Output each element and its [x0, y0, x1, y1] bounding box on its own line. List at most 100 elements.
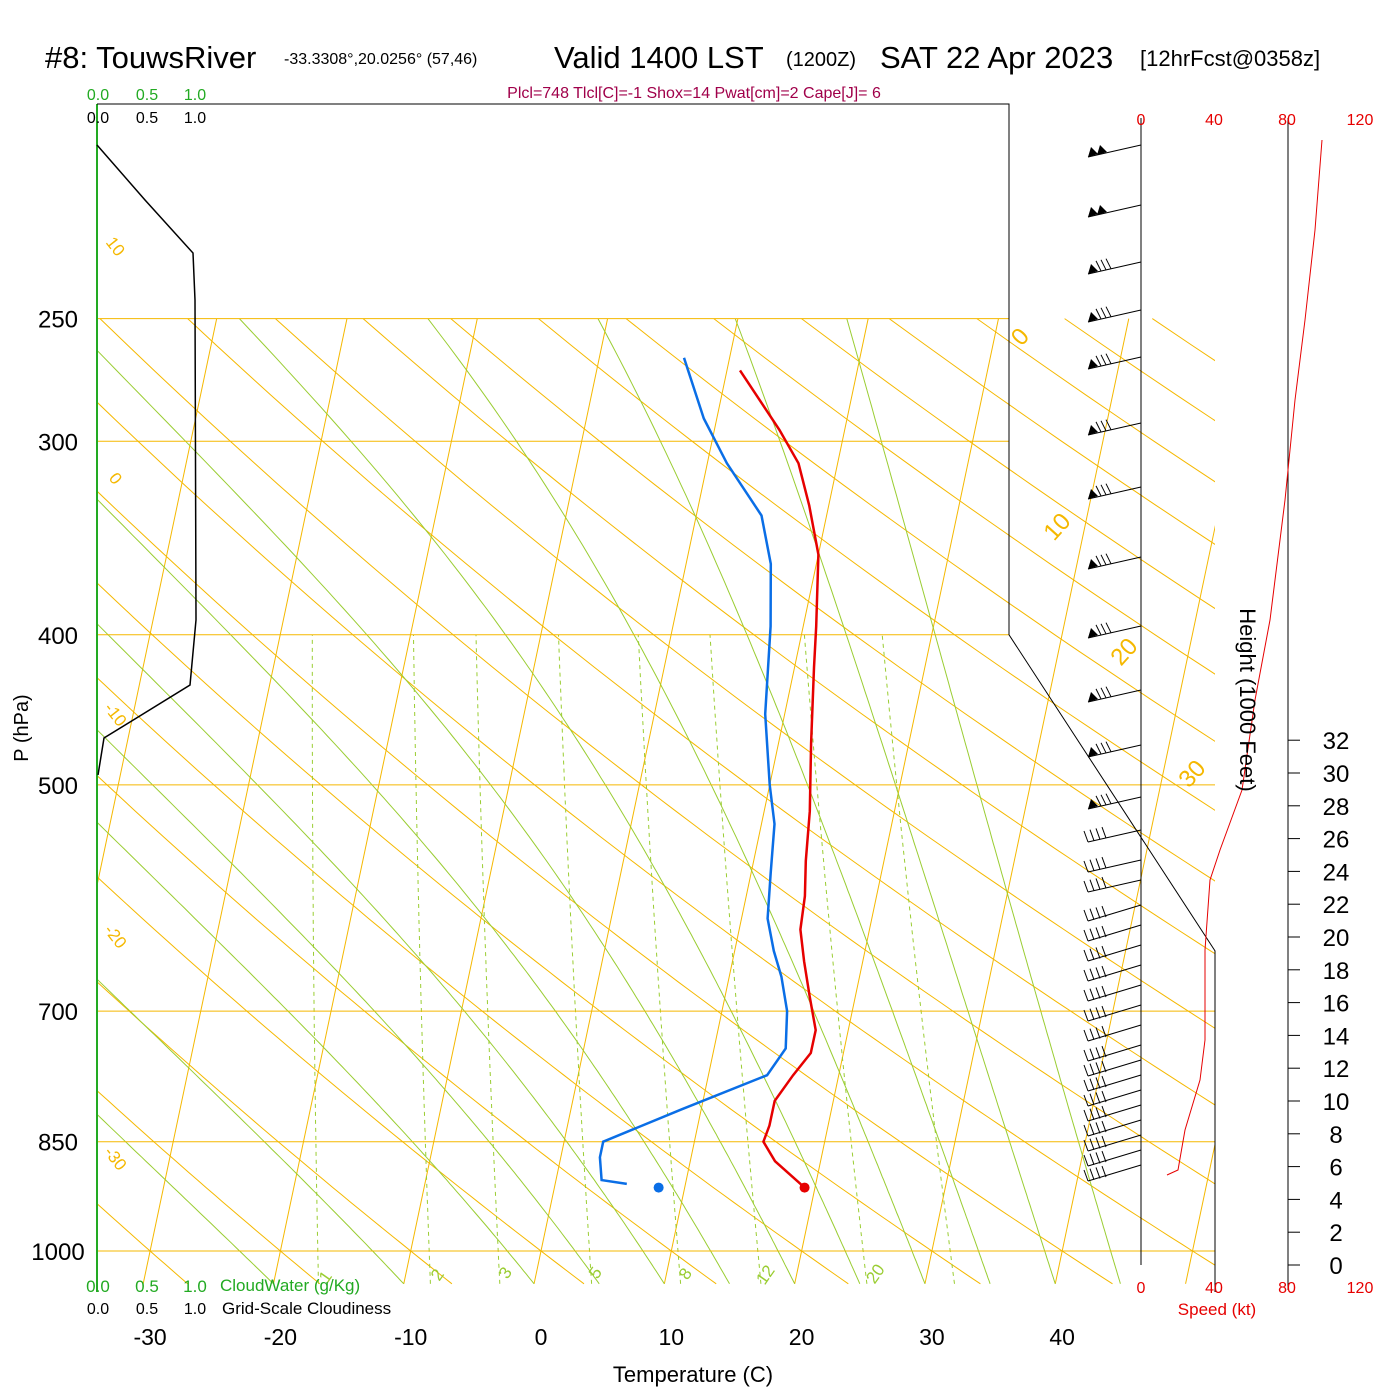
cloudiness-tick-bottom: 1.0: [184, 1301, 206, 1318]
isotherm-label-left: 10: [102, 233, 129, 260]
temp-tick-label: 0: [535, 1324, 548, 1350]
barb-staff: [1087, 1089, 1142, 1107]
barb-feather: [1089, 928, 1095, 940]
moist-adiabat: [97, 1113, 274, 1285]
height-tick-label: 20: [1323, 925, 1350, 952]
dry-adiabat: [97, 1202, 188, 1285]
barb-pennant: [1088, 692, 1098, 702]
barb-staff: [1087, 944, 1142, 962]
barb-feather: [1105, 419, 1112, 430]
barb-feather: [1100, 623, 1107, 635]
dry-adiabat: [97, 401, 1215, 1266]
barb-feather: [1083, 1109, 1089, 1122]
barb-staff: [1087, 556, 1142, 570]
isotherm-label-right: 0: [1006, 323, 1035, 351]
barb-feather: [1105, 258, 1112, 269]
barb-feather: [1100, 794, 1107, 806]
cloudiness-profile: [96, 144, 197, 776]
wind-barb: [1083, 904, 1142, 922]
barb-feather: [1105, 483, 1112, 494]
wind-speed-profile: [1166, 139, 1323, 1176]
barb-staff: [1087, 1164, 1142, 1182]
barb-feather: [1095, 927, 1101, 939]
mixing-ratio-line: [311, 634, 319, 1284]
mixing-ratio-label: 5: [585, 1264, 606, 1283]
isotherm-line: [794, 318, 999, 1284]
temp-tick-label: -10: [394, 1324, 427, 1350]
barb-feather: [1083, 1124, 1089, 1137]
barb-pennant: [1088, 359, 1098, 369]
zulu-time: (1200Z): [786, 49, 856, 71]
barb-feather: [1101, 1025, 1107, 1038]
barb-feather: [1089, 829, 1095, 841]
barb-feather: [1095, 1122, 1101, 1134]
speed-tick-bottom: 0: [1137, 1280, 1146, 1297]
dry-adiabat: [275, 318, 1215, 1029]
barb-staff: [1087, 486, 1142, 500]
barb-feather: [1083, 909, 1089, 922]
pressure-tick-label: 700: [38, 999, 78, 1026]
wind-barb: [1083, 1089, 1142, 1107]
surface-temp-marker: [799, 1182, 810, 1193]
barb-staff: [1087, 1104, 1142, 1122]
wind-barb: [1083, 1119, 1142, 1137]
barb-staff: [1087, 1149, 1142, 1167]
height-tick-label: 14: [1323, 1023, 1350, 1050]
dry-adiabat: [1152, 318, 1215, 362]
y-axis-title: P (hPa): [11, 694, 33, 761]
barb-feather: [1095, 1027, 1101, 1039]
height-tick-label: 30: [1323, 761, 1350, 788]
barb-feather: [1095, 878, 1101, 890]
barb-staff: [1087, 1024, 1142, 1042]
barb-feather: [1095, 624, 1102, 636]
barb-feather: [1083, 929, 1089, 942]
barb-feather: [1089, 908, 1095, 920]
speed-tick-top: 40: [1205, 112, 1223, 129]
speed-tick-top: 80: [1278, 112, 1296, 129]
barb-feather: [1100, 307, 1107, 319]
temp-tick-label: -30: [133, 1324, 166, 1350]
isotherm-line: [1054, 524, 1215, 1284]
wind-barb: [1083, 1059, 1142, 1077]
barb-feather: [1083, 1009, 1089, 1022]
wind-barb: [1087, 741, 1142, 758]
wind-barb: [1083, 826, 1142, 843]
barb-feather: [1089, 1093, 1095, 1105]
thermo-grid: [97, 318, 1215, 1285]
moist-adiabat: [97, 622, 665, 1285]
station-title: #8: TouwsRiver: [45, 40, 256, 75]
mixing-ratio-label: 12: [752, 1262, 778, 1288]
isotherm-line: [403, 318, 609, 1284]
mixing-ratio-line: [637, 634, 682, 1284]
barb-feather: [1083, 969, 1089, 982]
speed-height-panel: 0040408080120120024681012141618202224262…: [1137, 112, 1374, 1297]
barb-feather: [1095, 907, 1101, 919]
dry-adiabat: [625, 318, 1215, 742]
sounding-series: [598, 357, 820, 1193]
barb-feather: [1101, 1090, 1107, 1103]
barb-feather: [1101, 1135, 1107, 1148]
barb-feather: [1089, 859, 1095, 871]
wind-barb: [1083, 1164, 1142, 1182]
pressure-tick-label: 300: [38, 429, 78, 456]
cloudwater-tick-top: 1.0: [184, 87, 206, 104]
grid-clipped: [97, 318, 1215, 1285]
wind-barb: [1083, 1044, 1142, 1062]
barb-staff: [1087, 309, 1142, 323]
cloudiness-tick-top: 0.0: [87, 110, 109, 127]
barb-feather: [1089, 1008, 1095, 1020]
barb-feather: [1083, 1029, 1089, 1042]
barb-feather: [1083, 1169, 1089, 1182]
stability-indices: Plcl=748 Tlcl[C]=-1 Shox=14 Pwat[cm]=2 C…: [507, 85, 881, 102]
mixing-ratio-label: 3: [495, 1264, 516, 1283]
cloudwater-tick-bottom: 0.0: [86, 1277, 110, 1296]
barb-staff: [1087, 829, 1142, 843]
dry-adiabat: [801, 318, 1215, 610]
cloudwater-tick-bottom: 0.5: [135, 1277, 159, 1296]
barb-feather: [1083, 880, 1089, 893]
barb-feather: [1100, 687, 1107, 699]
wind-barb: [1083, 944, 1142, 962]
barb-feather: [1101, 826, 1107, 839]
barb-pennant: [1088, 312, 1098, 322]
